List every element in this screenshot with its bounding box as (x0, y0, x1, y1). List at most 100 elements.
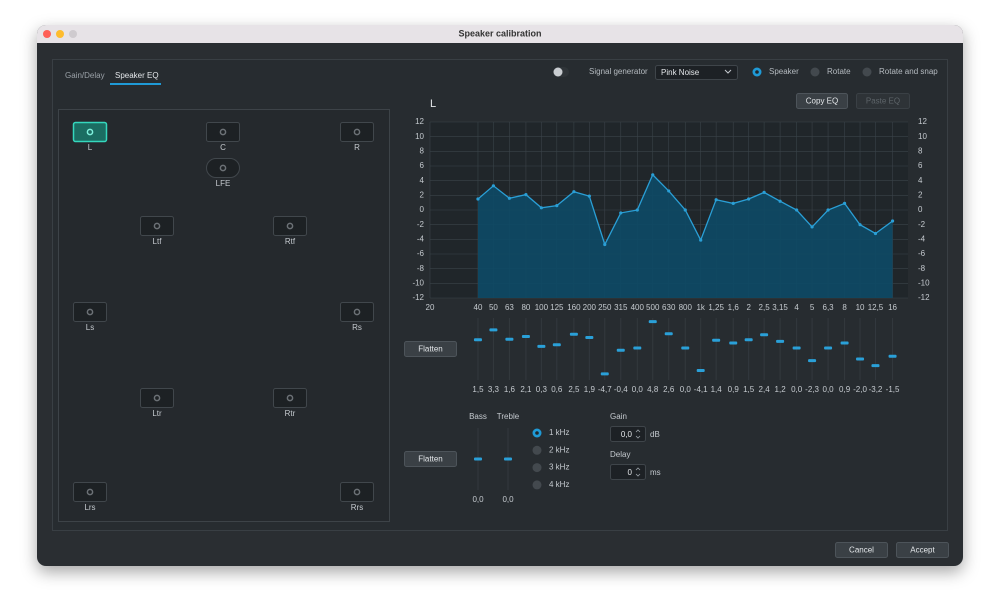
slider-thumb[interactable] (744, 338, 753, 342)
slider-thumb[interactable] (521, 334, 530, 338)
band-value: 1,4 (711, 385, 723, 394)
paste-eq-button[interactable] (856, 93, 910, 109)
field-label: Delay (610, 450, 630, 459)
select[interactable] (655, 65, 738, 80)
x-tick-label: 20 (426, 303, 435, 312)
slider-thumb[interactable] (616, 348, 625, 352)
slider-thumb[interactable] (552, 343, 561, 347)
mode-radio[interactable] (810, 67, 820, 77)
speaker-label: Rtf (285, 237, 296, 246)
slider-thumb[interactable] (712, 338, 721, 342)
slider-thumb[interactable] (600, 372, 609, 376)
slider-thumb[interactable] (633, 346, 642, 350)
speaker-dot (286, 222, 294, 230)
x-tick-label: 4 (794, 303, 799, 312)
zoom-button[interactable] (69, 30, 77, 38)
slider-thumb[interactable] (473, 338, 482, 342)
slider-thumb[interactable] (808, 359, 817, 363)
speaker-button[interactable] (140, 388, 174, 408)
speaker-button[interactable] (72, 121, 108, 143)
speaker-dot (86, 308, 94, 316)
speaker-button[interactable] (340, 122, 374, 142)
slider-thumb[interactable] (504, 457, 512, 461)
y-tick-label: 6 (420, 161, 425, 170)
frequency-radio[interactable] (532, 445, 542, 455)
flatten-button[interactable] (404, 451, 457, 467)
speaker-dot (219, 128, 227, 136)
slider-thumb[interactable] (856, 357, 865, 361)
y-tick-label: -2 (417, 220, 425, 229)
y2-tick-label: 8 (918, 146, 923, 155)
speaker-button[interactable] (340, 302, 374, 322)
flatten-button[interactable] (404, 341, 457, 357)
accept-button[interactable] (896, 542, 949, 558)
minimize-button[interactable] (56, 30, 64, 38)
tab-underline (110, 83, 161, 85)
eq-point (667, 189, 671, 193)
number-value: 0 (628, 468, 633, 477)
slider-thumb[interactable] (537, 344, 546, 348)
eq-point (572, 190, 576, 194)
speaker-button[interactable] (206, 158, 240, 178)
y2-tick-label: -2 (918, 220, 926, 229)
slider-thumb[interactable] (792, 346, 801, 350)
y2-tick-label: 4 (918, 176, 923, 185)
speaker-button[interactable] (273, 388, 307, 408)
speaker-label: Ltr (152, 409, 162, 418)
stepper[interactable] (635, 429, 641, 439)
number-input[interactable] (610, 426, 646, 442)
frequency-radio[interactable] (532, 463, 542, 473)
band-value: -0,4 (614, 385, 628, 394)
copy-eq-button[interactable] (796, 93, 848, 109)
channel-label: L (430, 98, 436, 110)
eq-point (683, 208, 687, 212)
x-tick-label: 6,3 (823, 303, 835, 312)
speaker-button[interactable] (140, 216, 174, 236)
band-value: 1,9 (584, 385, 596, 394)
tab: Speaker EQ (115, 71, 159, 80)
speaker-button[interactable] (340, 482, 374, 502)
slider-thumb[interactable] (681, 346, 690, 350)
slider-thumb[interactable] (888, 354, 897, 358)
eq-point (619, 211, 623, 215)
speaker-button[interactable] (206, 122, 240, 142)
paste-eq-button-label: Paste EQ (866, 97, 900, 106)
cancel-button[interactable] (835, 542, 888, 558)
frequency-radio-dot (535, 431, 539, 435)
slider-thumb[interactable] (871, 364, 880, 368)
speaker-label: Ltf (153, 237, 163, 246)
slider-thumb[interactable] (824, 346, 833, 350)
y2-tick-label: -12 (918, 293, 930, 302)
speaker-panel (58, 109, 390, 522)
slider-thumb[interactable] (648, 320, 657, 324)
slider-thumb[interactable] (585, 336, 594, 340)
eq-point (699, 238, 703, 242)
band-value: 3,3 (488, 385, 500, 394)
slider-thumb[interactable] (729, 341, 738, 345)
slider-thumb[interactable] (505, 337, 514, 341)
slider-thumb[interactable] (569, 332, 578, 336)
y-tick-label: 0 (420, 205, 425, 214)
speaker-button[interactable] (73, 482, 107, 502)
slider-thumb[interactable] (760, 333, 769, 337)
mode-label: Rotate (827, 67, 851, 76)
slider-thumb[interactable] (840, 341, 849, 345)
slider-thumb[interactable] (474, 457, 482, 461)
x-tick-label: 16 (888, 303, 897, 312)
slider-thumb[interactable] (664, 332, 673, 336)
y-tick-label: -10 (412, 278, 424, 287)
slider-thumb[interactable] (776, 339, 785, 343)
number-input[interactable] (610, 464, 646, 480)
slider-thumb[interactable] (489, 328, 498, 332)
speaker-button[interactable] (273, 216, 307, 236)
close-button[interactable] (43, 30, 51, 38)
speaker-button[interactable] (73, 302, 107, 322)
mode-radio[interactable] (862, 67, 872, 77)
band-value: 4,8 (647, 385, 659, 394)
slider-thumb[interactable] (696, 369, 705, 373)
x-tick-label: 500 (646, 303, 660, 312)
y2-tick-label: -4 (918, 234, 926, 243)
frequency-radio[interactable] (532, 480, 542, 490)
y2-tick-label: -6 (918, 249, 926, 258)
stepper[interactable] (635, 467, 641, 477)
